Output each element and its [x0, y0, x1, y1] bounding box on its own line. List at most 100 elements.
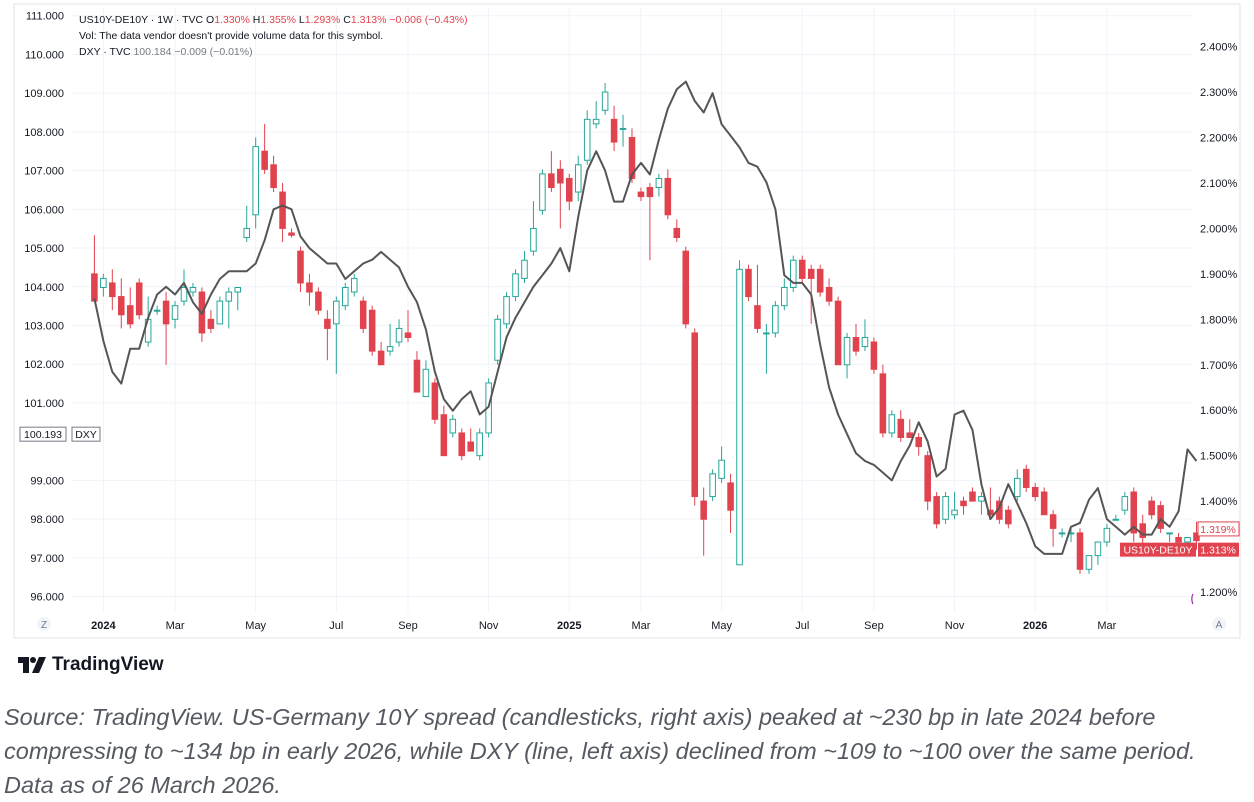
- dxy-line[interactable]: [93, 80, 1198, 555]
- candle-body[interactable]: [270, 164, 277, 189]
- candle-body[interactable]: [718, 459, 725, 479]
- candle-body[interactable]: [297, 250, 304, 284]
- tradingview-logo[interactable]: TradingView: [18, 654, 164, 676]
- candle-body[interactable]: [664, 177, 672, 216]
- candle-body[interactable]: [1085, 555, 1093, 570]
- candle-body[interactable]: [969, 491, 976, 502]
- candle-body[interactable]: [1175, 536, 1182, 543]
- candle-body[interactable]: [915, 436, 922, 448]
- candle-body[interactable]: [279, 191, 286, 229]
- candle-body[interactable]: [557, 168, 564, 184]
- candle-body[interactable]: [180, 287, 188, 302]
- candle-body[interactable]: [288, 232, 295, 236]
- candle-body[interactable]: [951, 509, 958, 516]
- candle-body[interactable]: [610, 118, 618, 143]
- candle-body[interactable]: [960, 500, 967, 507]
- dxy-legend[interactable]: DXY · TVC 100.184 −0.009 (−0.01%): [79, 46, 253, 58]
- candle-body[interactable]: [1049, 514, 1057, 529]
- candle-body[interactable]: [583, 118, 591, 161]
- auto-scale-button[interactable]: [1212, 617, 1226, 631]
- candle-body[interactable]: [825, 287, 833, 302]
- candle-body[interactable]: [1040, 491, 1048, 516]
- candle-body[interactable]: [987, 509, 994, 516]
- candle-body[interactable]: [655, 177, 663, 189]
- candle-body[interactable]: [1157, 505, 1164, 529]
- candle-body[interactable]: [790, 259, 797, 289]
- candle-body[interactable]: [772, 305, 779, 334]
- candle-body[interactable]: [162, 300, 170, 325]
- candle-body[interactable]: [574, 164, 582, 193]
- candle-body[interactable]: [234, 287, 242, 293]
- candle-body[interactable]: [906, 432, 914, 438]
- zoom-corner-button[interactable]: [37, 617, 51, 631]
- candle-body[interactable]: [745, 268, 752, 298]
- chart-canvas[interactable]: 111.000 110.000 109.000 108.000 107.000 106.0…: [0, 0, 1254, 640]
- candle-body[interactable]: [727, 482, 734, 511]
- candle-body[interactable]: [861, 336, 869, 348]
- candle-body[interactable]: [879, 373, 887, 434]
- candle-body[interactable]: [333, 300, 340, 325]
- candle-body[interactable]: [763, 332, 770, 335]
- candle-body[interactable]: [350, 277, 358, 293]
- candle-body[interactable]: [109, 282, 116, 298]
- candle-body[interactable]: [252, 146, 259, 216]
- candle-body[interactable]: [601, 91, 609, 111]
- candle-body[interactable]: [852, 336, 860, 352]
- candle-body[interactable]: [539, 173, 546, 211]
- candle-body[interactable]: [476, 432, 483, 457]
- candle-body[interactable]: [189, 287, 197, 293]
- candle-body[interactable]: [1130, 491, 1138, 534]
- candle-body[interactable]: [816, 268, 824, 293]
- candle-body[interactable]: [171, 305, 179, 320]
- candle-body[interactable]: [933, 496, 940, 525]
- candle-body[interactable]: [700, 500, 707, 520]
- symbol-legend[interactable]: US10Y-DE10Y · 1W · TVC O1.330% H1.355% L…: [79, 14, 468, 26]
- candle-body[interactable]: [467, 441, 474, 452]
- candle-body[interactable]: [1094, 541, 1102, 557]
- candle-body[interactable]: [512, 273, 519, 298]
- candle-body[interactable]: [413, 359, 421, 393]
- candle-body[interactable]: [1076, 532, 1084, 570]
- candle-body[interactable]: [1148, 500, 1155, 516]
- candle-body[interactable]: [1005, 509, 1012, 525]
- candle-body[interactable]: [566, 177, 573, 202]
- candle-body[interactable]: [870, 341, 878, 370]
- candle-body[interactable]: [843, 336, 851, 366]
- candle-body[interactable]: [135, 282, 143, 316]
- candle-body[interactable]: [592, 118, 600, 125]
- candle-body[interactable]: [530, 227, 537, 252]
- candle-body[interactable]: [709, 473, 716, 498]
- candle-body[interactable]: [377, 350, 385, 366]
- candle-body[interactable]: [126, 305, 134, 325]
- candle-body[interactable]: [440, 414, 448, 457]
- candle-body[interactable]: [897, 418, 905, 438]
- candle-body[interactable]: [494, 318, 501, 361]
- candle-body[interactable]: [404, 332, 412, 338]
- candle-body[interactable]: [1103, 527, 1111, 543]
- candle-body[interactable]: [1031, 486, 1039, 498]
- candle-body[interactable]: [628, 137, 636, 179]
- candle-body[interactable]: [834, 300, 842, 366]
- candle-body[interactable]: [359, 300, 367, 329]
- candle-body[interactable]: [888, 414, 896, 434]
- candle-body[interactable]: [619, 127, 627, 130]
- candle-body[interactable]: [736, 268, 743, 566]
- candle-body[interactable]: [1139, 523, 1146, 538]
- candle-body[interactable]: [781, 287, 788, 307]
- candle-body[interactable]: [153, 309, 161, 312]
- candle-body[interactable]: [431, 382, 439, 420]
- candle-body[interactable]: [458, 432, 466, 457]
- candle-body[interactable]: [754, 305, 761, 329]
- candle-body[interactable]: [924, 455, 931, 502]
- candle-body[interactable]: [386, 346, 394, 352]
- candle-body[interactable]: [798, 259, 806, 279]
- candle-body[interactable]: [673, 227, 681, 239]
- candle-body[interactable]: [1193, 532, 1200, 542]
- candle-body[interactable]: [261, 150, 268, 170]
- candle-body[interactable]: [324, 318, 331, 329]
- candle-body[interactable]: [91, 273, 98, 302]
- candle-body[interactable]: [691, 332, 698, 498]
- candle-body[interactable]: [1058, 532, 1066, 535]
- candle-body[interactable]: [637, 191, 645, 198]
- candle-body[interactable]: [100, 277, 107, 289]
